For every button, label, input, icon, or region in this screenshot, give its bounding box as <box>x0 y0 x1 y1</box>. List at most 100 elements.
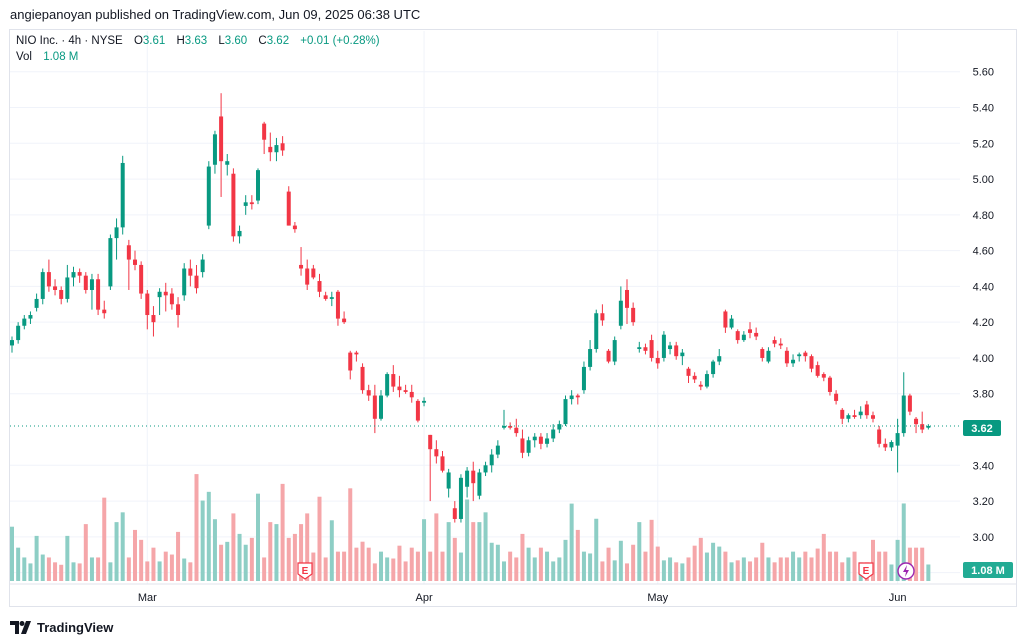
volume-bar <box>735 560 740 581</box>
candle-body <box>723 311 728 328</box>
candle-body <box>323 295 328 299</box>
candle <box>575 393 580 405</box>
volume-label[interactable]: Vol <box>16 51 32 63</box>
candle <box>778 338 783 350</box>
volume-bar <box>77 563 82 581</box>
candle-body <box>249 202 254 205</box>
volume-bar <box>83 524 88 581</box>
volume-bar <box>668 557 673 581</box>
candle-body <box>102 309 107 314</box>
candle <box>323 291 328 301</box>
candle-body <box>926 425 931 428</box>
volume-bar <box>385 557 390 581</box>
volume-bar <box>458 552 463 581</box>
candle <box>852 409 857 419</box>
candle-body <box>674 345 679 357</box>
volume-bar <box>852 551 857 581</box>
volume-bar <box>237 533 242 581</box>
candle <box>545 433 550 448</box>
volume-bar <box>711 542 716 581</box>
candle <box>895 418 900 473</box>
candle-body <box>803 352 808 357</box>
symbol-title[interactable]: NIO Inc. · 4h · NYSE <box>16 35 123 47</box>
candle <box>237 225 242 244</box>
candle <box>206 161 211 230</box>
earnings-marker-shape <box>297 562 313 580</box>
candle <box>422 397 427 407</box>
candle <box>668 341 673 355</box>
chart-frame[interactable] <box>9 29 1017 607</box>
candle-body <box>901 395 906 434</box>
price-axis[interactable]: 5.60 5.40 5.20 5.00 4.80 4.60 4.40 4.20 4.00 3.80… <box>973 67 994 580</box>
candle <box>366 384 371 401</box>
volume-bar <box>176 531 181 581</box>
candle <box>446 468 451 498</box>
publish-bar: angiepanoyan published on TradingView.co… <box>0 0 1024 30</box>
volume-bar <box>446 522 451 581</box>
candle <box>77 268 82 283</box>
volume-bar <box>452 537 457 581</box>
volume-bar <box>188 562 193 581</box>
volume-bar <box>65 535 70 581</box>
candle-body <box>852 415 857 417</box>
earnings-marker[interactable]: E <box>858 562 874 580</box>
candle <box>434 440 439 464</box>
lightning-icon[interactable] <box>897 562 915 580</box>
candle <box>65 264 70 303</box>
candle <box>840 408 845 425</box>
candle <box>803 350 808 362</box>
volume-bar <box>249 537 254 581</box>
candle-body <box>907 395 912 412</box>
candle-body <box>864 404 869 416</box>
candle-body <box>397 386 402 391</box>
low-value: 3.60 <box>224 35 248 47</box>
volume-bar <box>809 557 814 581</box>
earnings-marker[interactable]: E <box>297 562 313 580</box>
candle-body <box>440 456 445 471</box>
volume-bar <box>520 533 525 581</box>
candle <box>827 375 832 396</box>
high-label: H <box>176 35 185 47</box>
candle-body <box>729 318 734 328</box>
candle <box>96 273 101 316</box>
volume-bar <box>538 547 543 581</box>
volume-bar <box>409 547 414 581</box>
candle-body <box>661 334 666 358</box>
candle-body <box>422 400 427 403</box>
volume-bar <box>834 551 839 581</box>
candle <box>741 331 746 342</box>
candle-body <box>59 289 64 299</box>
time-tick-label: Jun <box>889 592 907 604</box>
candle <box>151 306 156 337</box>
volume-bar <box>219 544 224 581</box>
candle <box>102 300 107 319</box>
candle-body <box>65 277 70 299</box>
candle <box>889 440 894 451</box>
candle-body <box>465 470 470 487</box>
volume-bar <box>495 544 500 581</box>
candle <box>360 363 365 394</box>
candle <box>10 336 14 353</box>
candle <box>225 154 230 176</box>
candle-body <box>563 399 568 425</box>
last-price-tag: 3.62 <box>963 420 1001 436</box>
candle <box>864 400 869 419</box>
candle-body <box>46 272 51 287</box>
candle <box>286 186 291 226</box>
candle-body <box>827 377 832 392</box>
candle-body <box>612 340 617 362</box>
symbol-legend: NIO Inc. · 4h · NYSE O3.61 H3.63 L3.60 C… <box>16 33 380 65</box>
volume-bar <box>815 548 820 581</box>
candle <box>538 433 543 450</box>
last-price-tag-bg <box>963 420 1001 436</box>
volume-bar <box>317 496 322 581</box>
candle <box>489 449 494 473</box>
candle-body <box>194 275 199 289</box>
footer-brand[interactable]: TradingView <box>10 617 113 637</box>
candle-body <box>348 352 353 371</box>
time-axis[interactable]: Mar Apr May Jun <box>10 583 1016 604</box>
volume-bar <box>471 522 476 581</box>
candle <box>133 250 137 271</box>
candle-body <box>231 173 236 237</box>
